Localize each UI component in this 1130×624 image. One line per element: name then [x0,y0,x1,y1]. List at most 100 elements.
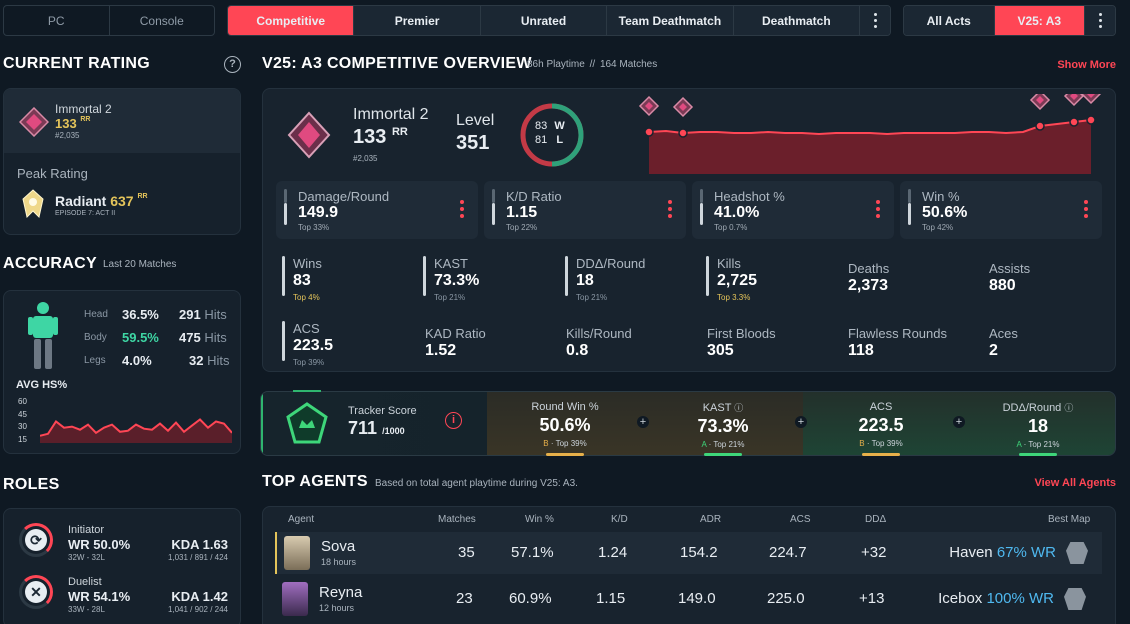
stat-value: 41.0% [714,204,760,221]
view-all-agents-link[interactable]: View All Agents [1034,477,1116,489]
duelist-role-icon: ✕ [19,575,53,609]
stat-menu-icon[interactable] [668,200,672,218]
ts-kast: KAST ⓘ 73.3% A · Top 21% [645,392,801,456]
top-agents-title: TOP AGENTS [262,473,368,490]
headshot-card[interactable]: Headshot % 41.0% Top 0.7% [692,181,894,239]
agent-matches: 23 [456,590,473,607]
map-icon [1066,542,1088,564]
kd-ratio-card[interactable]: K/D Ratio 1.15 Top 22% [484,181,686,239]
col-kd: K/D [611,514,628,525]
role-kda-detail: 1,031 / 891 / 424 [167,553,228,562]
rr-point [1069,117,1079,127]
ts-cell-percentile: B · Top 39% [543,439,587,448]
tab-current-act[interactable]: V25: A3 [994,6,1085,35]
table-row[interactable]: Sova 18 hours 35 57.1% 1.24 154.2 224.7 … [275,532,1102,574]
agent-acs: 225.0 [767,590,805,607]
hs-trend-chart [40,418,232,443]
agent-acs: 224.7 [769,544,807,561]
ts-cell-value: 223.5 [858,415,904,435]
current-rating-card: Immortal 2 133 RR #2,035 Peak Rating Rad… [3,88,241,235]
accuracy-subtitle: Last 20 Matches [103,259,177,270]
overview-rank: Immortal 2 [353,106,429,123]
accuracy-card: Head 36.5% 291 Hits Body 59.5% 475 Hits … [3,290,241,454]
top-agents-subtitle: Based on total agent playtime during V25… [375,478,578,489]
rank-marker-core [679,103,687,111]
platform-toggle: PC Console [3,5,215,36]
agent-adr: 154.2 [680,544,718,561]
acc-body-label: Body [84,332,107,343]
stat-value: 149.9 [298,204,339,221]
more-modes-button[interactable] [860,6,890,35]
role-name: Initiator [68,524,105,536]
tab-premier[interactable]: Premier [354,6,481,35]
stat-percentile: Top 22% [506,223,538,232]
more-acts-button[interactable] [1085,6,1115,35]
acc-head-hits: 291 Hits [179,307,227,322]
col-best-map: Best Map [1048,514,1091,525]
ts-cell-label: DDΔ/Round ⓘ [1002,402,1074,414]
radiant-rank-icon [22,189,44,218]
tab-competitive[interactable]: Competitive [228,6,355,35]
damage-round-card[interactable]: Damage/Round 149.9 Top 33% [276,181,478,239]
roles-card: ⟳ Initiator WR 50.0% 32W - 32L KDA 1.63 … [3,508,241,624]
acc-head-pct: 36.5% [122,307,159,322]
stat-label: K/D Ratio [506,189,562,204]
stat-menu-icon[interactable] [876,200,880,218]
platform-console-button[interactable]: Console [139,13,184,28]
stat-flawless-rounds: Flawless Rounds 118 [848,326,947,359]
ts-cell-value: 73.3% [697,416,749,436]
stat-menu-icon[interactable] [460,200,464,218]
ts-cell-label: KAST ⓘ [702,402,744,414]
tracker-info-icon[interactable]: i [445,412,462,429]
map-icon [1064,588,1086,610]
hs-y-tick: 30 [18,422,27,431]
stat-kills: Kills 2,725 Top 3.3% [706,256,826,302]
rank-position: #2,035 [55,131,80,140]
tab-unrated[interactable]: Unrated [480,6,608,35]
acc-body-pct: 59.5% [122,330,159,345]
rank-marker-core [1036,96,1044,104]
role-record: 33W - 28L [68,605,105,614]
agent-hours: 18 hours [321,557,357,567]
win-pct-card[interactable]: Win % 50.6% Top 42% [900,181,1102,239]
col-adr: ADR [700,514,722,525]
overview-title: V25: A3 COMPETITIVE OVERVIEW [262,55,532,72]
rank-rr: 133 RR [55,116,91,131]
stat-kills-round: Kills/Round 0.8 [566,326,632,359]
help-icon[interactable]: ? [224,56,241,73]
sova-avatar [284,536,310,570]
stat-dd-round: DDΔ/Round 18 Top 21% [565,256,685,302]
tab-deathmatch[interactable]: Deathmatch [733,6,861,35]
tab-team-deathmatch[interactable]: Team Deathmatch [607,6,734,35]
immortal-rank-icon [19,107,49,137]
stat-menu-icon[interactable] [1084,200,1088,218]
ts-cell-value: 18 [1027,416,1049,436]
col-win: Win % [525,514,554,525]
wins-count: 83 W [535,120,565,132]
rr-point [1086,115,1096,125]
role-kda: KDA 1.42 [171,589,228,604]
rank-marker-core [645,102,653,110]
accuracy-title: ACCURACY [3,255,97,272]
level-value: 351 [456,132,490,154]
table-row[interactable]: Reyna 12 hours 23 60.9% 1.15 149.0 225.0… [275,578,1102,620]
rr-point [644,127,654,137]
ts-cell-label: ACS [869,401,893,413]
stat-value: 50.6% [922,204,968,221]
win-loss-ring [520,103,584,167]
role-wr: WR 54.1% [68,589,131,604]
immortal-rank-icon-large [287,111,331,159]
agent-win: 57.1% [511,544,554,561]
agent-best-map: Icebox 100% WR [938,590,1054,607]
role-record: 32W - 32L [68,553,105,562]
stat-percentile: Top 0.7% [714,223,748,232]
show-more-link[interactable]: Show More [1057,59,1116,71]
stat-label: Headshot % [714,189,785,204]
tab-all-acts[interactable]: All Acts [904,6,995,35]
role-wr: WR 50.0% [68,537,131,552]
platform-pc-button[interactable]: PC [4,6,110,35]
agent-matches: 35 [458,544,475,561]
acc-legs-hits: 32 Hits [189,353,230,368]
acc-legs-pct: 4.0% [122,353,152,368]
stat-kad-ratio: KAD Ratio 1.52 [425,326,486,359]
